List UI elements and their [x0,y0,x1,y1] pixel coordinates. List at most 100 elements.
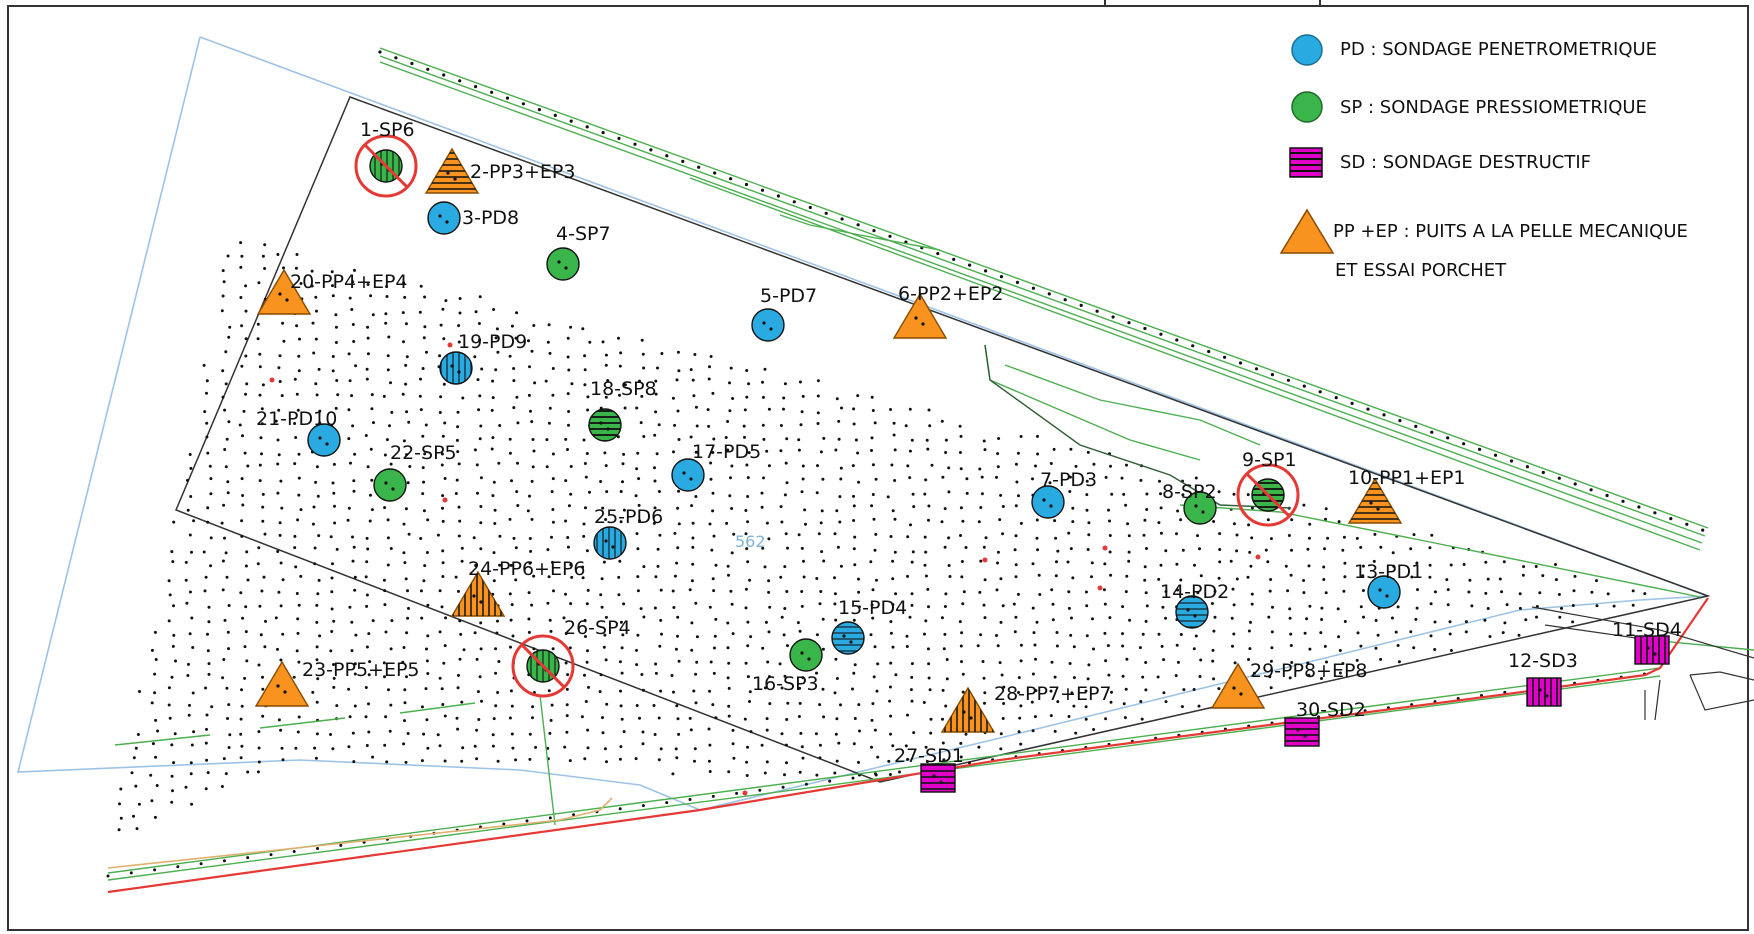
survey-dot [1308,522,1312,526]
survey-dot [1144,688,1148,692]
network-node [585,125,589,129]
survey-dot [426,634,430,638]
network-node [316,847,319,850]
survey-dot [731,397,735,400]
survey-dot [566,545,570,549]
survey-dot [478,338,482,342]
survey-dot [893,448,897,452]
survey-dot [635,467,639,471]
survey-dot [530,420,534,424]
survey-dot [1337,520,1341,524]
survey-dot [749,635,753,639]
survey-dot [492,717,496,721]
survey-dot [365,645,369,649]
survey-dot [528,757,532,761]
survey-dot [888,685,892,689]
marker-label: 27-SD1 [894,745,964,767]
survey-dot [1085,508,1089,512]
survey-dot [1342,535,1346,539]
survey-dot [1123,716,1127,720]
survey-dot [767,537,771,541]
survey-dot [1302,591,1306,595]
survey-dot [442,382,446,386]
survey-dot [1308,604,1312,608]
survey-dot [1286,589,1290,593]
network-node [697,165,701,169]
survey-dot [945,677,949,681]
survey-dot [368,519,372,523]
survey-dot [639,607,643,611]
survey-dot [278,354,282,358]
survey-dot [243,451,247,455]
survey-dot [617,336,620,340]
survey-dot [423,325,427,329]
survey-dot [280,394,284,398]
survey-dot [660,352,664,355]
survey-dot [1139,700,1143,703]
green-network-lines [107,47,1754,881]
survey-dot [923,535,927,539]
survey-dot [619,490,623,493]
survey-dot [403,561,407,565]
survey-dot [959,506,963,510]
survey-dot [785,590,789,593]
survey-dot [655,452,659,456]
marker-label: 10-PP1+EP1 [1348,467,1466,489]
survey-dot [510,324,514,328]
survey-dot [256,337,260,341]
survey-dot [1037,573,1041,577]
survey-dot [1324,591,1328,595]
survey-dot [351,424,355,428]
survey-dot [761,546,765,550]
survey-dot [639,421,643,425]
survey-dot [1087,533,1091,537]
survey-dot [458,657,462,661]
survey-dot [479,505,483,508]
survey-dot [1175,562,1179,566]
survey-dot [279,604,283,608]
marker-label: 9-SP1 [1242,449,1297,471]
survey-dot [619,520,623,524]
survey-dot [675,378,679,382]
survey-dot [724,436,728,439]
survey-dot [947,564,951,567]
survey-dot [246,770,250,774]
survey-dot [1069,447,1073,451]
survey-dot [1359,605,1363,609]
survey-dot [582,534,586,538]
survey-dot [296,631,300,635]
survey-dot [1483,618,1487,622]
survey-dot [1631,603,1635,607]
survey-dot [1448,632,1452,636]
survey-dot [928,424,932,428]
legend-sd-text: SD : SONDAGE DESTRUCTIF [1340,152,1591,173]
survey-dot [547,421,551,425]
survey-dot [822,559,826,563]
survey-dot [1429,634,1433,638]
survey-dot [295,324,299,328]
survey-dot [312,505,316,509]
survey-dot [1143,565,1147,569]
survey-dot [622,730,626,734]
survey-dot [709,355,713,358]
survey-dot [331,369,335,373]
survey-dot [156,729,160,733]
survey-dot [599,480,603,483]
network-node [1653,511,1657,515]
survey-dot [765,449,769,453]
survey-dot [354,364,358,368]
survey-dot [385,760,389,764]
red-point [447,342,453,348]
survey-dot [674,747,678,751]
survey-dot [297,369,301,373]
survey-dot [602,560,606,564]
survey-dot [708,689,711,693]
survey-dot [385,285,389,288]
survey-dot [1379,545,1383,549]
survey-dot [493,508,497,512]
network-node [1685,522,1689,526]
survey-dot [369,447,373,451]
survey-dot [404,507,408,511]
survey-dot [479,547,483,551]
survey-dot [347,687,351,691]
